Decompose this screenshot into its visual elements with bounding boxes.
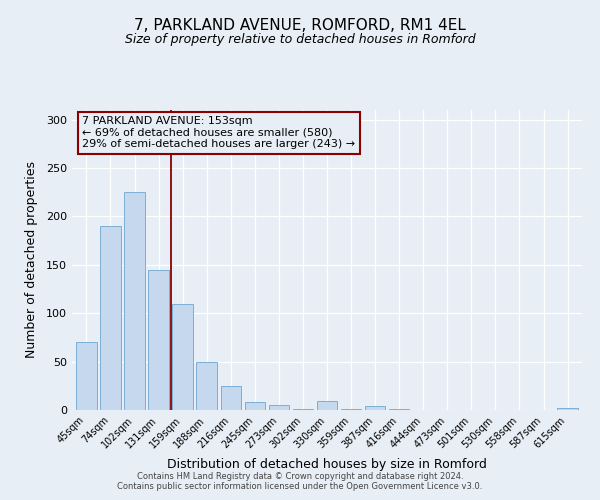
Bar <box>148 270 169 410</box>
Bar <box>172 304 193 410</box>
Bar <box>269 405 289 410</box>
Bar <box>124 192 145 410</box>
X-axis label: Distribution of detached houses by size in Romford: Distribution of detached houses by size … <box>167 458 487 471</box>
Text: Size of property relative to detached houses in Romford: Size of property relative to detached ho… <box>125 32 475 46</box>
Bar <box>341 409 361 410</box>
Bar <box>293 409 313 410</box>
Text: 7 PARKLAND AVENUE: 153sqm
← 69% of detached houses are smaller (580)
29% of semi: 7 PARKLAND AVENUE: 153sqm ← 69% of detac… <box>82 116 355 149</box>
Bar <box>76 342 97 410</box>
Text: 7, PARKLAND AVENUE, ROMFORD, RM1 4EL: 7, PARKLAND AVENUE, ROMFORD, RM1 4EL <box>134 18 466 32</box>
Bar <box>245 402 265 410</box>
Text: Contains public sector information licensed under the Open Government Licence v3: Contains public sector information licen… <box>118 482 482 491</box>
Bar <box>317 402 337 410</box>
Y-axis label: Number of detached properties: Number of detached properties <box>25 162 38 358</box>
Bar <box>389 409 409 410</box>
Bar <box>557 408 578 410</box>
Bar <box>221 386 241 410</box>
Bar <box>196 362 217 410</box>
Bar <box>100 226 121 410</box>
Bar <box>365 406 385 410</box>
Text: Contains HM Land Registry data © Crown copyright and database right 2024.: Contains HM Land Registry data © Crown c… <box>137 472 463 481</box>
